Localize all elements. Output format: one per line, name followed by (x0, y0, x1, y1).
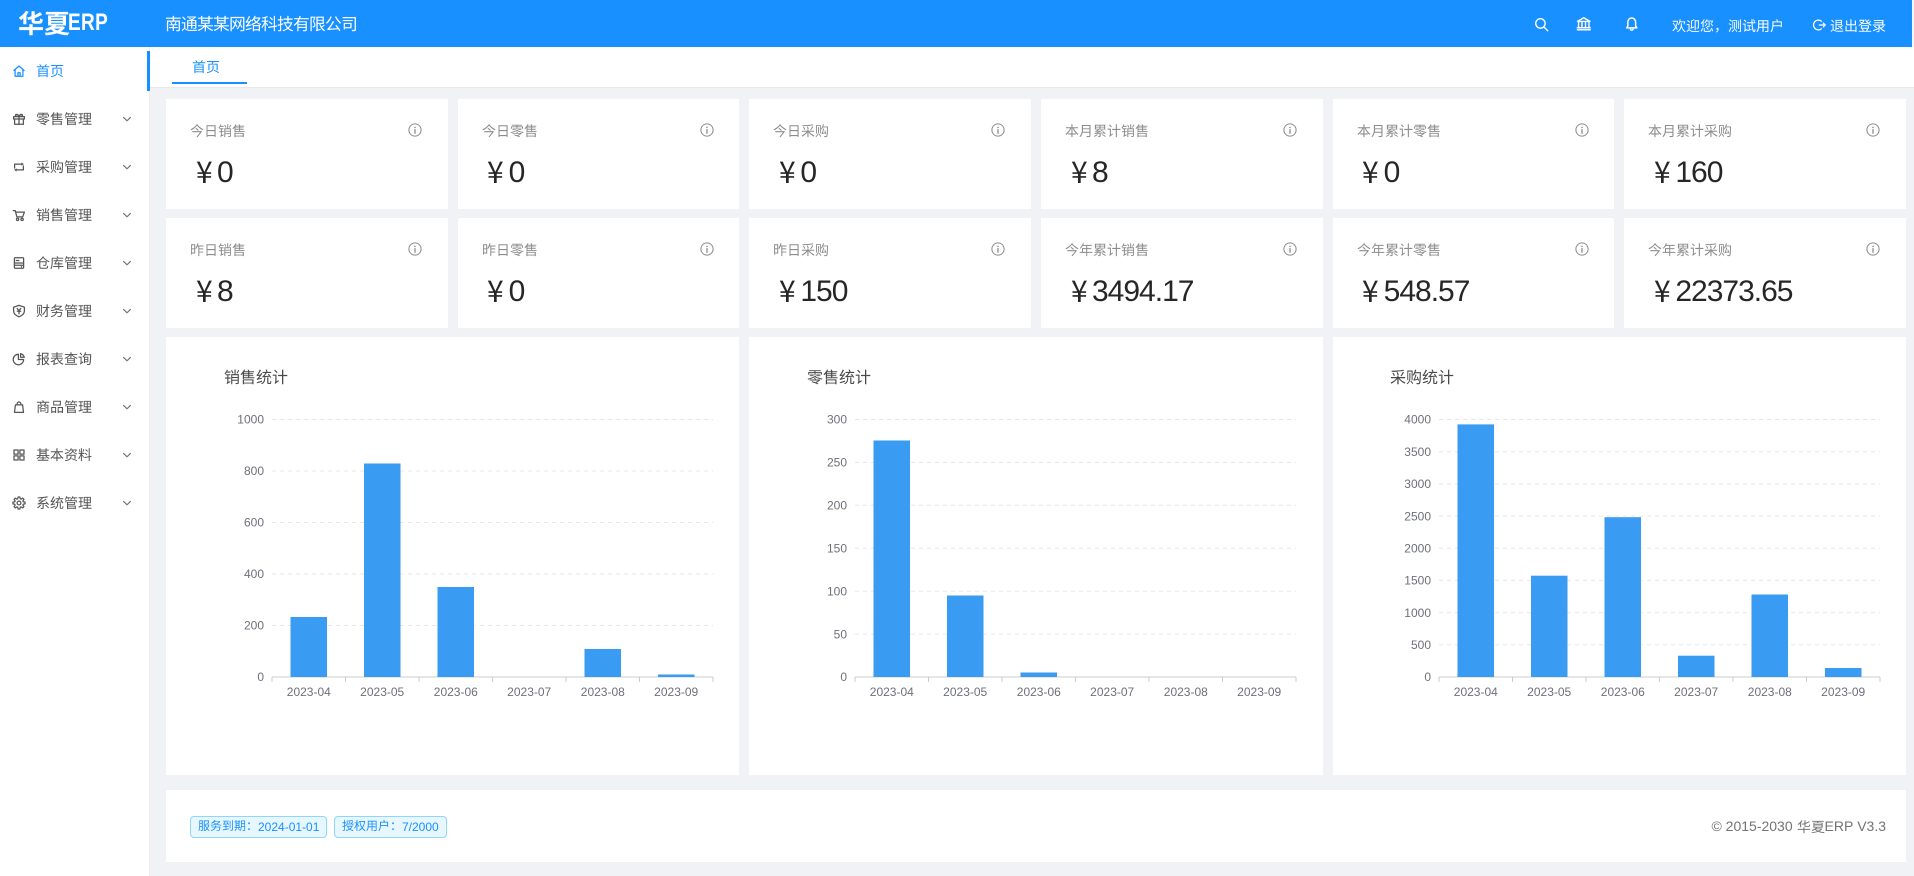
svg-text:2023-04: 2023-04 (870, 685, 914, 699)
svg-text:2000: 2000 (1404, 541, 1431, 555)
svg-text:800: 800 (244, 464, 264, 478)
svg-text:2023-05: 2023-05 (360, 685, 404, 699)
svg-text:300: 300 (827, 413, 847, 427)
svg-text:2023-08: 2023-08 (1747, 685, 1791, 699)
svg-text:250: 250 (827, 456, 847, 470)
svg-text:400: 400 (244, 567, 264, 581)
svg-text:200: 200 (827, 499, 847, 513)
svg-text:4000: 4000 (1404, 413, 1431, 427)
svg-text:2023-08: 2023-08 (1164, 685, 1208, 699)
svg-text:1000: 1000 (237, 413, 264, 427)
svg-text:2023-07: 2023-07 (507, 685, 551, 699)
svg-text:1000: 1000 (1404, 606, 1431, 620)
svg-text:2023-04: 2023-04 (1453, 685, 1497, 699)
svg-text:2023-05: 2023-05 (944, 685, 988, 699)
svg-text:2023-07: 2023-07 (1674, 685, 1718, 699)
svg-text:2023-09: 2023-09 (654, 685, 698, 699)
svg-text:0: 0 (1424, 670, 1431, 684)
svg-text:500: 500 (1411, 638, 1431, 652)
svg-text:2023-05: 2023-05 (1527, 685, 1571, 699)
svg-text:2023-09: 2023-09 (1821, 685, 1865, 699)
svg-text:2023-07: 2023-07 (1091, 685, 1135, 699)
svg-text:200: 200 (244, 619, 264, 633)
svg-text:2500: 2500 (1404, 509, 1431, 523)
svg-text:2023-06: 2023-06 (1600, 685, 1644, 699)
svg-text:2023-06: 2023-06 (1017, 685, 1061, 699)
svg-text:1500: 1500 (1404, 574, 1431, 588)
svg-text:2023-04: 2023-04 (287, 685, 331, 699)
svg-text:0: 0 (257, 670, 264, 684)
svg-text:50: 50 (834, 627, 848, 641)
svg-text:2023-06: 2023-06 (434, 685, 478, 699)
svg-text:3500: 3500 (1404, 445, 1431, 459)
svg-text:100: 100 (827, 584, 847, 598)
svg-text:600: 600 (244, 516, 264, 530)
svg-text:150: 150 (827, 541, 847, 555)
svg-text:2023-08: 2023-08 (581, 685, 625, 699)
svg-text:0: 0 (841, 670, 848, 684)
svg-text:2023-09: 2023-09 (1238, 685, 1282, 699)
svg-text:3000: 3000 (1404, 477, 1431, 491)
